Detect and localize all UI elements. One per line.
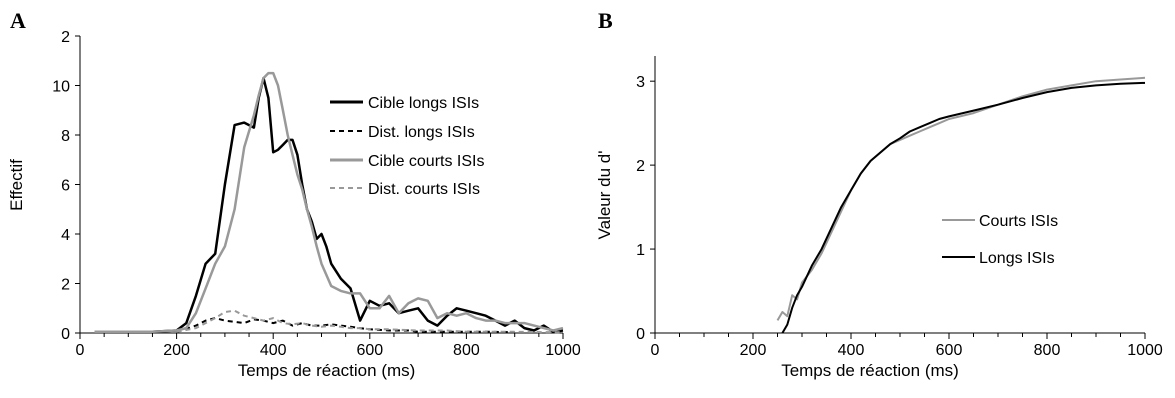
axes-b <box>654 56 1145 334</box>
series-line-2 <box>94 71 564 334</box>
series-line-1 <box>781 81 1146 334</box>
x-tick-label: 600 <box>356 342 383 359</box>
x-tick-label: 200 <box>163 342 190 359</box>
x-axis-label-a: Temps de réaction (ms) <box>238 361 416 380</box>
y-tick-label: 10 <box>52 79 70 96</box>
legend-label: Cible longs ISIs <box>368 95 479 112</box>
y-tick-label: 3 <box>636 74 645 91</box>
series-line-0 <box>94 76 564 334</box>
y-tick-label: 2 <box>61 29 70 46</box>
y-tick-label: 2 <box>636 158 645 175</box>
x-tick-label: 600 <box>936 342 963 359</box>
chart-panel-a: A Effectif Temps de réaction (ms) 0 200 40… <box>7 8 581 380</box>
x-tick-label: 0 <box>76 342 85 359</box>
x-tick-label: 1000 <box>1127 342 1163 359</box>
y-axis-label-a: Effectif <box>7 159 26 211</box>
axes-a <box>79 36 563 334</box>
x-tick-label: 400 <box>260 342 287 359</box>
y-tick-label: 4 <box>61 227 70 244</box>
legend-entry: Cible courts ISIs <box>330 153 484 170</box>
legend-entry: Dist. longs ISIs <box>330 124 475 141</box>
x-tick-label: 400 <box>838 342 865 359</box>
panel-label-b: B <box>598 8 613 33</box>
y-tick-label: 0 <box>636 326 645 343</box>
series-group-a <box>94 71 564 334</box>
chart-panel-b: B Valeur du d' Temps de réaction (ms) 0 2… <box>595 8 1163 380</box>
panel-label-a: A <box>10 8 26 33</box>
y-tick-label: 6 <box>61 178 70 195</box>
x-tick-label: 800 <box>453 342 480 359</box>
y-tick-label: 0 <box>61 326 70 343</box>
legend-label: Courts ISIs <box>979 213 1058 230</box>
legend-b: Courts ISIs Longs ISIs <box>942 213 1058 267</box>
y-tick-label: 8 <box>61 128 70 145</box>
x-tick-label: 200 <box>740 342 767 359</box>
x-tick-label: 800 <box>1034 342 1061 359</box>
legend-label: Cible courts ISIs <box>368 153 484 170</box>
series-line-1 <box>176 317 515 334</box>
series-group-b <box>776 76 1146 334</box>
legend-label: Dist. longs ISIs <box>368 124 475 141</box>
y-tick-label: 2 <box>61 277 70 294</box>
ticks-b: 0 200 400 600 800 1000 0 1 2 3 <box>636 74 1163 359</box>
legend-entry: Longs ISIs <box>942 250 1055 267</box>
legend-label: Longs ISIs <box>979 250 1055 267</box>
x-tick-label: 1000 <box>545 342 581 359</box>
x-tick-label: 0 <box>651 342 660 359</box>
series-line-3 <box>176 309 564 334</box>
y-axis-label-b: Valeur du d' <box>595 151 614 240</box>
x-axis-label-b: Temps de réaction (ms) <box>781 361 959 380</box>
legend-label: Dist. courts ISIs <box>368 181 480 198</box>
legend-a: Cible longs ISIs Dist. longs ISIs Cible … <box>330 95 484 198</box>
ticks-a: 0 200 400 600 800 1000 0 2 4 6 8 10 2 <box>52 29 581 359</box>
legend-entry: Dist. courts ISIs <box>330 181 480 198</box>
legend-entry: Cible longs ISIs <box>330 95 479 112</box>
legend-entry: Courts ISIs <box>942 213 1058 230</box>
y-tick-label: 1 <box>636 242 645 259</box>
